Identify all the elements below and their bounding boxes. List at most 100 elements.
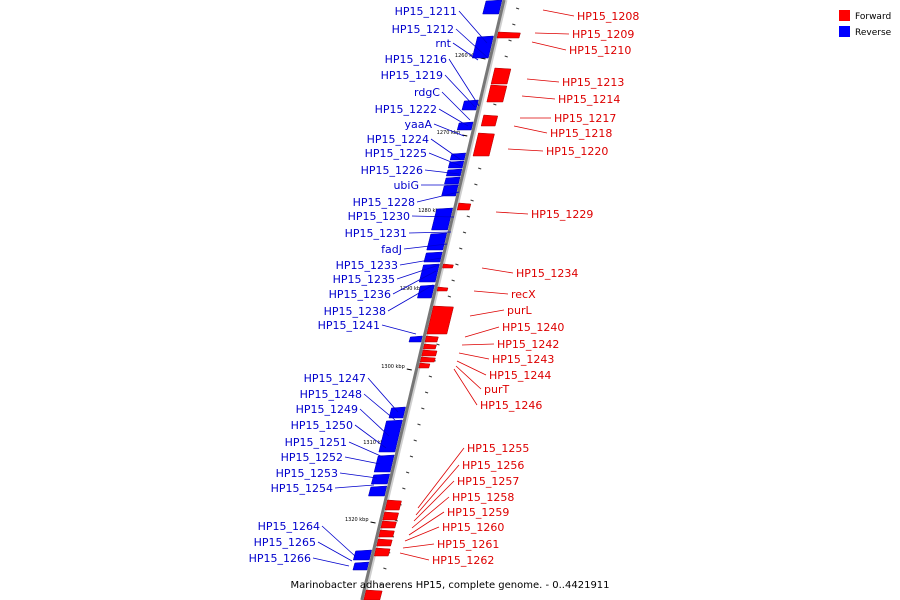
forward-gene-label-hp15-1261[interactable]: HP15_1261 bbox=[437, 538, 499, 551]
minor-tick bbox=[383, 567, 387, 570]
reverse-gene-label-hp15-1252[interactable]: HP15_1252 bbox=[281, 451, 343, 464]
reverse-gene-label-hp15-1251[interactable]: HP15_1251 bbox=[285, 436, 347, 449]
forward-gene-label-hp15-1262[interactable]: HP15_1262 bbox=[432, 554, 494, 567]
forward-gene-label-hp15-1257[interactable]: HP15_1257 bbox=[457, 475, 519, 488]
minor-tick bbox=[424, 391, 429, 394]
forward-gene-label-hp15-1208[interactable]: HP15_1208 bbox=[577, 10, 639, 23]
reverse-gene-label-hp15-1225[interactable]: HP15_1225 bbox=[365, 147, 427, 160]
reverse-gene-label-hp15-1233[interactable]: HP15_1233 bbox=[336, 259, 398, 272]
reverse-gene-label-hp15-1250[interactable]: HP15_1250 bbox=[291, 419, 353, 432]
reverse-leader-line bbox=[399, 257, 442, 266]
forward-leader-line bbox=[542, 9, 575, 17]
forward-leader-line bbox=[458, 352, 490, 360]
reverse-gene-label-hp15-1231[interactable]: HP15_1231 bbox=[345, 227, 407, 240]
reverse-gene-label-rdgc[interactable]: rdgC bbox=[414, 86, 440, 99]
reverse-leader-line bbox=[387, 284, 434, 312]
forward-gene-label-hp15-1218[interactable]: HP15_1218 bbox=[550, 127, 612, 140]
reverse-gene-block bbox=[373, 454, 395, 473]
reverse-gene-label-hp15-1264[interactable]: HP15_1264 bbox=[258, 520, 320, 533]
reverse-gene-label-rnt[interactable]: rnt bbox=[435, 37, 451, 50]
forward-gene-label-recx[interactable]: recX bbox=[511, 288, 536, 301]
minor-tick bbox=[436, 343, 440, 346]
minor-tick bbox=[493, 103, 497, 106]
reverse-gene-block bbox=[368, 485, 388, 497]
reverse-gene-label-hp15-1216[interactable]: HP15_1216 bbox=[385, 53, 447, 66]
forward-gene-block bbox=[472, 132, 495, 157]
tick-label: 1320 kbp bbox=[345, 517, 369, 523]
forward-leader-line bbox=[404, 526, 440, 542]
reverse-gene-label-hp15-1224[interactable]: HP15_1224 bbox=[367, 133, 429, 146]
forward-gene-label-hp15-1258[interactable]: HP15_1258 bbox=[452, 491, 514, 504]
forward-gene-block bbox=[382, 511, 399, 521]
minor-tick bbox=[428, 375, 433, 378]
reverse-leader-line bbox=[334, 484, 375, 489]
reverse-gene-label-hp15-1253[interactable]: HP15_1253 bbox=[276, 467, 338, 480]
tick-label: 1310 kbp bbox=[363, 440, 387, 446]
reverse-gene-block bbox=[444, 176, 461, 185]
reverse-leader-line bbox=[448, 58, 480, 107]
legend-forward-label: Forward bbox=[855, 12, 891, 22]
reverse-gene-label-hp15-1222[interactable]: HP15_1222 bbox=[375, 103, 437, 116]
forward-gene-label-hp15-1229[interactable]: HP15_1229 bbox=[531, 208, 593, 221]
forward-gene-block bbox=[426, 305, 454, 335]
reverse-gene-label-hp15-1228[interactable]: HP15_1228 bbox=[353, 196, 415, 209]
reverse-gene-label-hp15-1230[interactable]: HP15_1230 bbox=[348, 210, 410, 223]
forward-leader-line bbox=[453, 368, 478, 406]
forward-gene-label-hp15-1214[interactable]: HP15_1214 bbox=[558, 93, 620, 106]
reverse-gene-label-hp15-1241[interactable]: HP15_1241 bbox=[318, 319, 380, 332]
reverse-leader-line bbox=[367, 377, 399, 413]
reverse-gene-label-hp15-1219[interactable]: HP15_1219 bbox=[381, 69, 443, 82]
reverse-gene-label-hp15-1248[interactable]: HP15_1248 bbox=[300, 388, 362, 401]
reverse-gene-label-hp15-1247[interactable]: HP15_1247 bbox=[304, 372, 366, 385]
forward-gene-label-hp15-1260[interactable]: HP15_1260 bbox=[442, 521, 504, 534]
forward-gene-label-hp15-1209[interactable]: HP15_1209 bbox=[572, 28, 634, 41]
reverse-leader-line bbox=[348, 441, 384, 458]
forward-gene-label-hp15-1244[interactable]: HP15_1244 bbox=[489, 369, 551, 382]
forward-leader-line bbox=[415, 464, 460, 516]
forward-gene-label-hp15-1242[interactable]: HP15_1242 bbox=[497, 338, 559, 351]
forward-gene-label-hp15-1243[interactable]: HP15_1243 bbox=[492, 353, 554, 366]
reverse-gene-label-hp15-1211[interactable]: HP15_1211 bbox=[395, 5, 457, 18]
reverse-gene-block bbox=[370, 473, 390, 485]
tick-label: 1300 kbp bbox=[381, 364, 405, 370]
forward-gene-label-hp15-1240[interactable]: HP15_1240 bbox=[502, 321, 564, 334]
reverse-leader-line bbox=[408, 231, 452, 234]
reverse-leader-line bbox=[359, 408, 390, 437]
reverse-gene-label-hp15-1266[interactable]: HP15_1266 bbox=[249, 552, 311, 565]
reverse-gene-label-hp15-1235[interactable]: HP15_1235 bbox=[333, 273, 395, 286]
forward-leader-line bbox=[521, 95, 556, 100]
reverse-leader-line bbox=[458, 10, 488, 44]
reverse-gene-label-fadj[interactable]: fadJ bbox=[381, 243, 402, 256]
reverse-gene-block bbox=[426, 232, 448, 251]
reverse-gene-label-hp15-1236[interactable]: HP15_1236 bbox=[329, 288, 391, 301]
reverse-gene-label-hp15-1212[interactable]: HP15_1212 bbox=[392, 23, 454, 36]
forward-gene-label-hp15-1213[interactable]: HP15_1213 bbox=[562, 76, 624, 89]
forward-gene-label-hp15-1256[interactable]: HP15_1256 bbox=[462, 459, 524, 472]
forward-gene-label-hp15-1210[interactable]: HP15_1210 bbox=[569, 44, 631, 57]
forward-gene-label-purt[interactable]: purT bbox=[484, 383, 509, 396]
forward-gene-label-hp15-1220[interactable]: HP15_1220 bbox=[546, 145, 608, 158]
forward-gene-label-hp15-1217[interactable]: HP15_1217 bbox=[554, 112, 616, 125]
reverse-gene-label-hp15-1249[interactable]: HP15_1249 bbox=[296, 403, 358, 416]
reverse-gene-label-hp15-1265[interactable]: HP15_1265 bbox=[254, 536, 316, 549]
forward-gene-block bbox=[496, 31, 521, 39]
minor-tick bbox=[455, 263, 459, 266]
forward-gene-label-hp15-1255[interactable]: HP15_1255 bbox=[467, 442, 529, 455]
reverse-gene-label-yaaa[interactable]: yaaA bbox=[404, 118, 432, 131]
forward-gene-block bbox=[436, 286, 449, 292]
backbone-line bbox=[360, 0, 506, 600]
forward-gene-label-hp15-1246[interactable]: HP15_1246 bbox=[480, 399, 542, 412]
tick-mark bbox=[406, 368, 412, 371]
reverse-leader-line bbox=[354, 424, 387, 449]
forward-gene-label-hp15-1234[interactable]: HP15_1234 bbox=[516, 267, 578, 280]
reverse-gene-label-hp15-1238[interactable]: HP15_1238 bbox=[324, 305, 386, 318]
tick-label: 1280 kbp bbox=[418, 208, 442, 214]
tick-mark bbox=[370, 521, 376, 524]
reverse-gene-label-ubig[interactable]: ubiG bbox=[393, 179, 419, 192]
forward-gene-label-purl[interactable]: purL bbox=[507, 304, 532, 317]
reverse-gene-label-hp15-1226[interactable]: HP15_1226 bbox=[361, 164, 423, 177]
reverse-leader-line bbox=[430, 138, 462, 161]
forward-gene-label-hp15-1259[interactable]: HP15_1259 bbox=[447, 506, 509, 519]
reverse-gene-label-hp15-1254[interactable]: HP15_1254 bbox=[271, 482, 333, 495]
